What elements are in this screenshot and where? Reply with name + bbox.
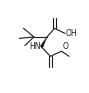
Text: OH: OH [65, 29, 77, 38]
Text: HN: HN [29, 42, 40, 51]
Text: O: O [62, 42, 68, 51]
Polygon shape [40, 37, 47, 48]
